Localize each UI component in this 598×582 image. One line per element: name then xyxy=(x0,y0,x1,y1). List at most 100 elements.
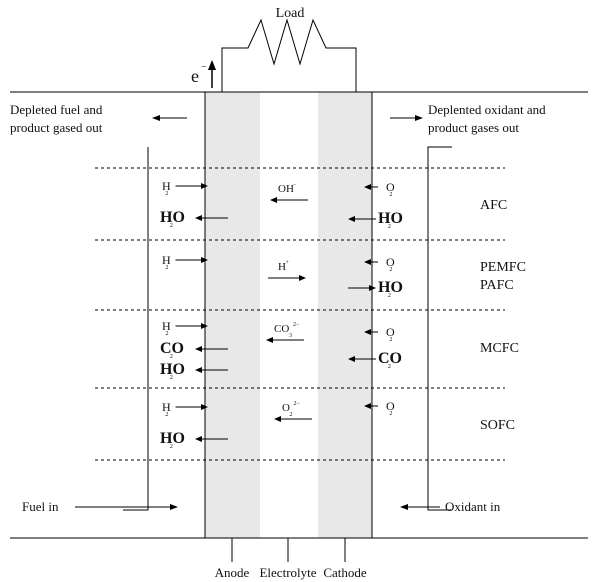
cell-3-ion-arrow xyxy=(274,416,312,422)
cell-2-anode-species-1-base: CO xyxy=(160,340,184,357)
cell-2-cathode-species-0: O2 xyxy=(386,325,395,343)
cell-0-anode-species-0: H2 xyxy=(162,179,171,197)
cell-type-mcfc: MCFC xyxy=(480,341,519,356)
cell-2-cathode-species-0-sub: 2 xyxy=(389,337,392,343)
cell-3-anode-species-1: HO2 xyxy=(160,430,185,450)
cell-1-ion-arrow xyxy=(268,275,306,281)
depleted-oxidant-arrow xyxy=(390,115,423,121)
cell-2-anode-arrow-2 xyxy=(195,367,228,373)
cell-2-ion-base: CO xyxy=(274,323,289,335)
cell-type-afc: AFC xyxy=(480,198,507,213)
cell-2-anode-species-0-base: H xyxy=(162,319,171,333)
cell-1-ion: H + xyxy=(278,260,290,273)
cell-1-anode-species-0: H2 xyxy=(162,253,171,271)
cell-1-anode-arrow-0 xyxy=(175,257,208,263)
cell-2-cathode-species-1-base: CO xyxy=(378,350,402,367)
anode-band xyxy=(205,92,260,538)
cell-type-pafc: PAFC xyxy=(480,278,514,293)
depleted-fuel-arrow xyxy=(152,115,187,121)
cell-0-ion-arrow xyxy=(270,197,308,203)
cell-0-anode-species-1-sub: 2 xyxy=(170,223,173,229)
depleted-fuel-line2: product gased out xyxy=(10,120,103,135)
cell-2-ion-arrow xyxy=(266,337,304,343)
cell-2-anode-species-2-base: HO xyxy=(160,361,185,378)
cell-3-cathode-species-0: O2 xyxy=(386,399,395,417)
oxidant-in-label: Oxidant in xyxy=(445,499,501,514)
fuel-in-arrow xyxy=(75,504,178,510)
cell-1-cathode-species-1-base: HO xyxy=(378,279,403,296)
cell-3-ion-sub: 2 xyxy=(290,412,293,418)
electrolyte-label: Electrolyte xyxy=(259,565,316,580)
cell-3-anode-species-0-base: H xyxy=(162,400,171,414)
cell-3-anode-arrow-1 xyxy=(195,436,228,442)
cell-2-anode-species-2: HO2 xyxy=(160,361,185,381)
cell-separators xyxy=(95,167,505,461)
cell-0-anode-species-1-base: HO xyxy=(160,209,185,226)
cell-0-anode-species-0-sub: 2 xyxy=(165,191,168,197)
cell-3-anode-arrow-0 xyxy=(175,404,208,410)
cell-0-anode-arrow-0 xyxy=(175,183,208,189)
cathode-label: Cathode xyxy=(323,565,367,580)
cell-2-anode-species-2-sub: 2 xyxy=(170,375,173,381)
cell-3-cathode-arrow-0 xyxy=(364,403,378,409)
cell-type-sofc: SOFC xyxy=(480,418,515,433)
cell-3-cathode-species-0-base: O xyxy=(386,399,395,413)
cell-1-cathode-species-0-base: O xyxy=(386,255,395,269)
cell-0-cathode-species-1-base: HO xyxy=(378,210,403,227)
cell-3-anode-species-0: H2 xyxy=(162,400,171,418)
cell-0-anode-species-0-base: H xyxy=(162,179,171,193)
cell-3-ion-sup: 2− xyxy=(294,401,301,407)
cell-2-anode-arrow-1 xyxy=(195,346,228,352)
cell-2-anode-species-1: CO2 xyxy=(160,340,184,360)
cell-1-ion-sup: + xyxy=(286,260,290,266)
cell-1-cathode-arrow-0 xyxy=(364,259,378,265)
oxidant-in-arrow xyxy=(400,504,440,510)
cell-0-ion-sup: − xyxy=(293,182,297,188)
cell-2-anode-species-0-sub: 2 xyxy=(165,331,168,337)
cell-type-pemfc: PEMFC xyxy=(480,260,526,275)
cell-2-anode-arrow-0 xyxy=(175,323,208,329)
cell-0-cathode-arrow-0 xyxy=(364,184,378,190)
cell-2-cathode-species-0-base: O xyxy=(386,325,395,339)
cell-3-anode-species-1-base: HO xyxy=(160,430,185,447)
cell-0-ion-base: OH xyxy=(278,183,294,195)
cell-0-cathode-species-1: HO2 xyxy=(378,210,403,230)
cell-1-cathode-species-0: O2 xyxy=(386,255,395,273)
cell-0-cathode-species-0-base: O xyxy=(386,180,395,194)
right-wall xyxy=(427,146,452,511)
load-resistor xyxy=(221,18,357,92)
depleted-oxidant-line1: Deplented oxidant and xyxy=(428,102,546,117)
cell-3-ion-base: O xyxy=(282,402,290,414)
load-label: Load xyxy=(276,6,305,21)
cathode-band xyxy=(318,92,372,538)
cell-0-cathode-species-0-sub: 2 xyxy=(389,192,392,198)
cell-0-anode-arrow-1 xyxy=(195,215,228,221)
cell-3-anode-species-0-sub: 2 xyxy=(165,412,168,418)
cell-0-cathode-species-0: O2 xyxy=(386,180,395,198)
depleted-oxidant-line2: product gases out xyxy=(428,120,519,135)
cell-1-anode-species-0-sub: 2 xyxy=(165,265,168,271)
cell-1-cathode-arrow-1 xyxy=(348,285,376,291)
electron-indicator: e − xyxy=(191,60,216,88)
cell-1-cathode-species-0-sub: 2 xyxy=(389,267,392,273)
cell-2-anode-species-1-sub: 2 xyxy=(170,354,173,360)
cell-0-ion: OH − xyxy=(278,182,297,195)
cell-2-ion-sub: 3 xyxy=(289,333,292,339)
cell-1-cathode-species-1-sub: 2 xyxy=(388,293,391,299)
cell-3-cathode-species-0-sub: 2 xyxy=(389,411,392,417)
left-wall xyxy=(123,147,149,511)
cell-2-cathode-arrow-1 xyxy=(348,356,376,362)
cell-0-cathode-species-1-sub: 2 xyxy=(388,224,391,230)
electron-sup: − xyxy=(201,62,207,73)
cell-3-anode-species-1-sub: 2 xyxy=(170,444,173,450)
cell-1-anode-species-0-base: H xyxy=(162,253,171,267)
fuel-in-label: Fuel in xyxy=(22,499,59,514)
electron-label: e xyxy=(191,66,199,86)
depleted-fuel-line1: Depleted fuel and xyxy=(10,102,103,117)
cell-0-cathode-arrow-1 xyxy=(348,216,376,222)
cell-1-cathode-species-1: HO2 xyxy=(378,279,403,299)
